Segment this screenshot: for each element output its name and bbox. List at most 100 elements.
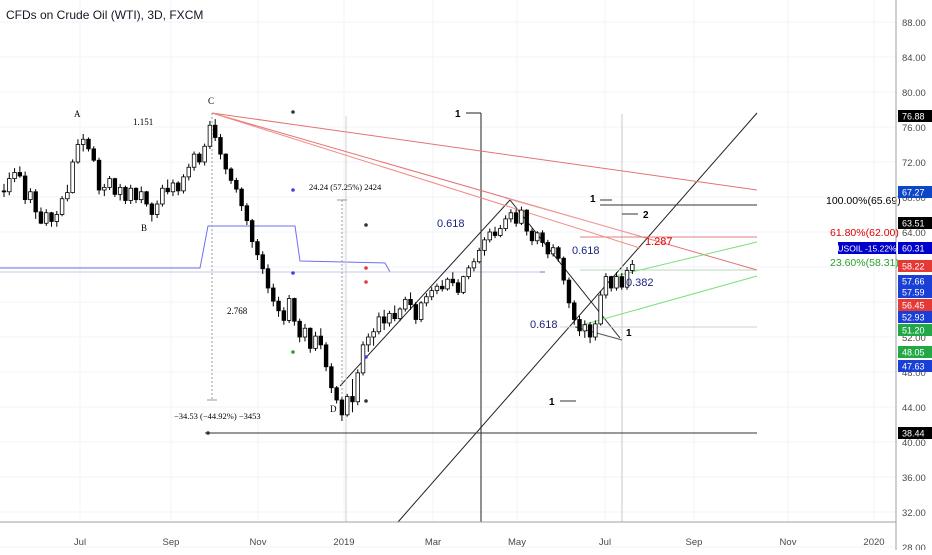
candle <box>65 184 70 202</box>
candle-body <box>265 268 271 289</box>
candle-body <box>392 312 397 320</box>
fib-level-label: 100.00%(65.69) <box>826 195 901 207</box>
candle-body <box>139 191 144 201</box>
y-tick-label: 68.00 <box>902 193 926 204</box>
candle-body <box>170 182 176 193</box>
annotation-label: 1 <box>455 109 461 120</box>
price-badge: 48.05 <box>898 346 932 358</box>
candle-body <box>355 372 360 403</box>
candle-body <box>154 203 160 215</box>
candle <box>471 258 477 272</box>
candle-body <box>624 270 630 288</box>
candle-body <box>630 263 635 271</box>
x-tick-label: Sep <box>686 537 703 548</box>
candle <box>508 209 514 223</box>
trend-line-up <box>339 199 511 387</box>
candle <box>582 320 587 338</box>
price-badge-text: 67.27 <box>902 188 925 198</box>
price-badge: 57.66 <box>898 275 932 287</box>
candle <box>28 188 33 204</box>
candle <box>75 139 81 164</box>
price-badge-bg <box>898 311 932 323</box>
candle-body <box>445 278 450 290</box>
price-badge-bg <box>898 217 932 229</box>
candle-body <box>297 320 302 338</box>
candle-body <box>587 324 593 338</box>
candle-body <box>455 282 461 293</box>
candle <box>144 190 149 207</box>
candle-body <box>160 187 165 205</box>
candle-body <box>471 261 477 269</box>
candle <box>619 273 624 290</box>
candle <box>545 239 551 259</box>
price-badge-text: 76.88 <box>902 112 925 122</box>
x-tick-label: Jul <box>74 537 86 548</box>
drawings-front <box>206 110 368 435</box>
candle <box>350 379 355 413</box>
candle-body <box>228 168 234 181</box>
red-fan-3 <box>211 112 641 249</box>
candle-body <box>529 230 535 242</box>
blue-step-line <box>0 225 545 273</box>
candle <box>313 331 318 351</box>
price-badge-text: 58.22 <box>902 262 925 272</box>
candle-body <box>286 298 292 321</box>
price-badge-bg <box>898 186 932 198</box>
candle <box>355 369 360 406</box>
marker-dot <box>364 399 368 403</box>
candle <box>540 230 545 247</box>
candle-body <box>22 175 28 201</box>
candle-body <box>176 182 181 192</box>
price-badge: 67.27 <box>898 186 932 198</box>
candle-body <box>366 336 371 346</box>
candle-body <box>239 188 244 207</box>
candle <box>392 305 397 322</box>
annotation-label: B <box>141 223 147 233</box>
annotations: A B C D 1.151 2.768 24.24 (57.25%) 2424 −34.53 … <box>74 96 901 421</box>
candle <box>234 177 239 193</box>
price-badge-bg <box>898 299 932 311</box>
candle <box>487 228 492 243</box>
price-badge-bg <box>898 242 932 254</box>
price-badge-bg <box>898 427 932 439</box>
candle <box>54 211 59 227</box>
candle <box>271 283 276 307</box>
candle-body <box>577 319 582 332</box>
price-badge: 56.45 <box>898 299 932 311</box>
candle-body <box>28 191 33 201</box>
candle-body <box>614 276 619 289</box>
price-badge-bg <box>898 260 932 272</box>
candle <box>424 293 429 307</box>
candle-body <box>360 344 366 374</box>
candle-body <box>466 267 471 278</box>
annotation-label: 0.618 <box>530 319 558 331</box>
candle <box>476 247 482 264</box>
candle <box>59 196 65 217</box>
marker-dot <box>364 223 368 227</box>
annotation-label: 0.618 <box>437 218 465 230</box>
annotation-label: 1.151 <box>133 117 153 127</box>
candle-body <box>582 324 587 332</box>
candle <box>70 159 75 194</box>
red-fan-2 <box>211 112 758 271</box>
price-badge-bg <box>898 324 932 336</box>
y-tick-label: 36.00 <box>902 473 926 484</box>
candle-body <box>513 212 519 224</box>
candle <box>334 386 339 404</box>
candle <box>366 333 371 352</box>
candle-body <box>165 187 170 193</box>
x-tick-label: May <box>508 537 526 548</box>
y-tick-label: 64.00 <box>902 228 926 239</box>
marker-dot <box>291 110 295 114</box>
candle <box>529 228 535 246</box>
candle-body <box>519 209 524 224</box>
annotation-label: −34.53 (−44.92%) −3453 <box>174 411 261 421</box>
annotation-label: 0.618 <box>572 245 600 257</box>
candle-body <box>70 161 75 194</box>
candle <box>228 167 234 184</box>
price-badge-text: 56.45 <box>902 301 925 311</box>
candle-body <box>91 148 96 161</box>
